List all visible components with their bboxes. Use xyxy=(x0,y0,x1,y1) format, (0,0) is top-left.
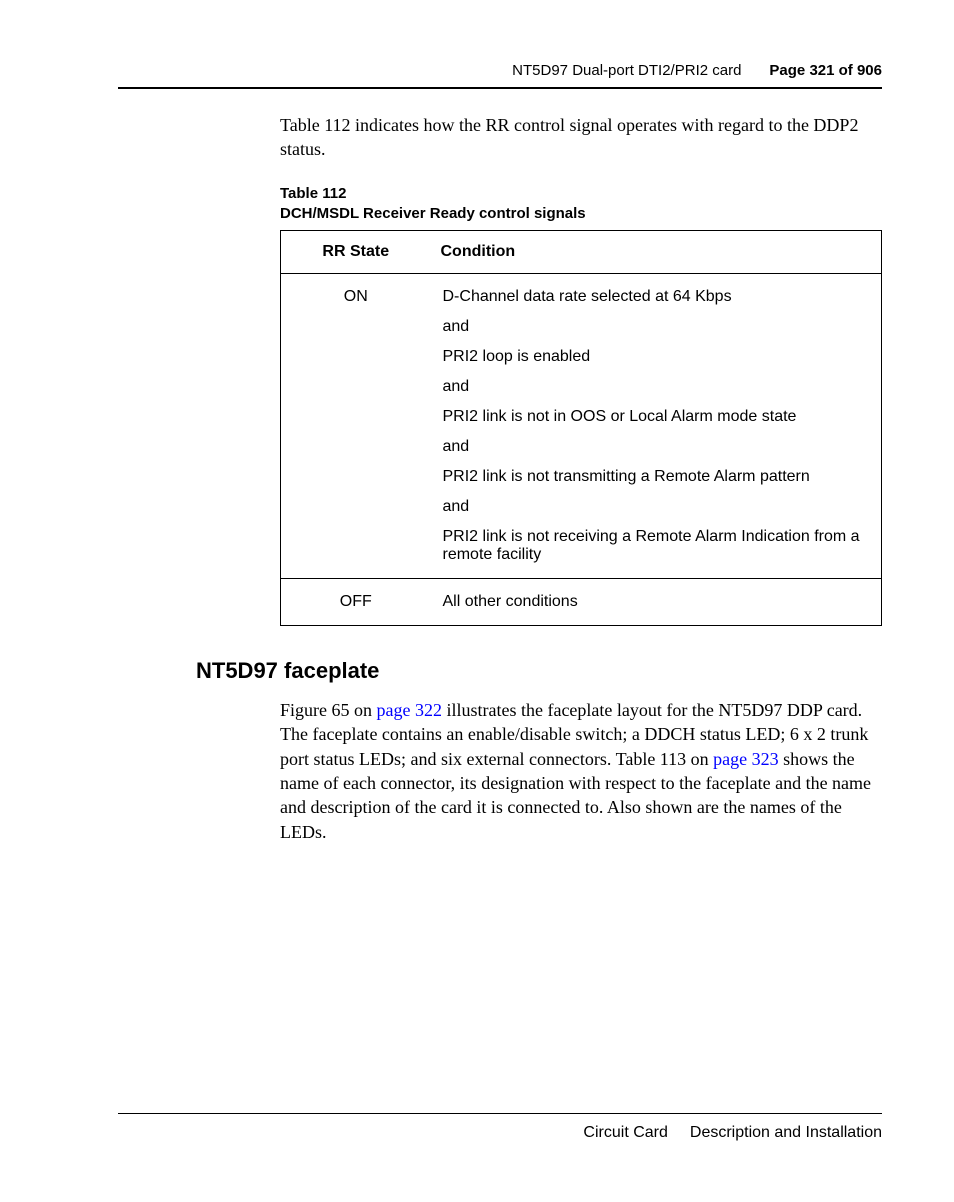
cell-state: OFF xyxy=(281,579,431,626)
body-text: Figure 65 on xyxy=(280,700,377,720)
footer-doc-title: Description and Installation xyxy=(690,1124,882,1142)
table-caption-title: DCH/MSDL Receiver Ready control signals xyxy=(280,205,586,222)
cell-condition: and xyxy=(431,492,882,522)
table-col-state: RR State xyxy=(281,231,431,274)
cell-condition: and xyxy=(431,372,882,402)
cell-condition: PRI2 loop is enabled xyxy=(431,342,882,372)
table-row: and xyxy=(281,312,882,342)
section-heading: NT5D97 faceplate xyxy=(196,658,882,684)
cell-condition: D-Channel data rate selected at 64 Kbps xyxy=(431,274,882,313)
running-footer: Circuit Card Description and Installatio… xyxy=(118,1113,882,1142)
table-row: OFF All other conditions xyxy=(281,579,882,626)
table-header-row: RR State Condition xyxy=(281,231,882,274)
table-row: and xyxy=(281,432,882,462)
table-row: and xyxy=(281,492,882,522)
table-row: PRI2 link is not receiving a Remote Alar… xyxy=(281,522,882,579)
table-caption: Table 112 DCH/MSDL Receiver Ready contro… xyxy=(280,184,882,225)
cell-condition: and xyxy=(431,312,882,342)
page-container: NT5D97 Dual-port DTI2/PRI2 card Page 321… xyxy=(0,0,954,1202)
content-column: Table 112 indicates how the RR control s… xyxy=(118,113,882,1113)
signals-table: RR State Condition ON D-Channel data rat… xyxy=(280,230,882,626)
intro-paragraph: Table 112 indicates how the RR control s… xyxy=(280,113,882,162)
cell-condition: All other conditions xyxy=(431,579,882,626)
cell-state: ON xyxy=(281,274,431,313)
table-row: PRI2 link is not transmitting a Remote A… xyxy=(281,462,882,492)
cell-condition: PRI2 link is not transmitting a Remote A… xyxy=(431,462,882,492)
table-caption-number: Table 112 xyxy=(280,185,346,202)
footer-doc-part: Circuit Card xyxy=(583,1124,667,1142)
cell-condition: PRI2 link is not receiving a Remote Alar… xyxy=(431,522,882,579)
table-row: PRI2 link is not in OOS or Local Alarm m… xyxy=(281,402,882,432)
header-section-title: NT5D97 Dual-port DTI2/PRI2 card xyxy=(512,62,741,79)
cell-condition: PRI2 link is not in OOS or Local Alarm m… xyxy=(431,402,882,432)
table-row: PRI2 loop is enabled xyxy=(281,342,882,372)
table-row: and xyxy=(281,372,882,402)
header-page-number: Page 321 of 906 xyxy=(769,62,882,79)
running-header: NT5D97 Dual-port DTI2/PRI2 card Page 321… xyxy=(118,62,882,89)
page-link[interactable]: page 323 xyxy=(713,749,778,769)
table-row: ON D-Channel data rate selected at 64 Kb… xyxy=(281,274,882,313)
body-paragraph: Figure 65 on page 322 illustrates the fa… xyxy=(280,698,882,844)
page-link[interactable]: page 322 xyxy=(377,700,442,720)
table-col-condition: Condition xyxy=(431,231,882,274)
cell-condition: and xyxy=(431,432,882,462)
